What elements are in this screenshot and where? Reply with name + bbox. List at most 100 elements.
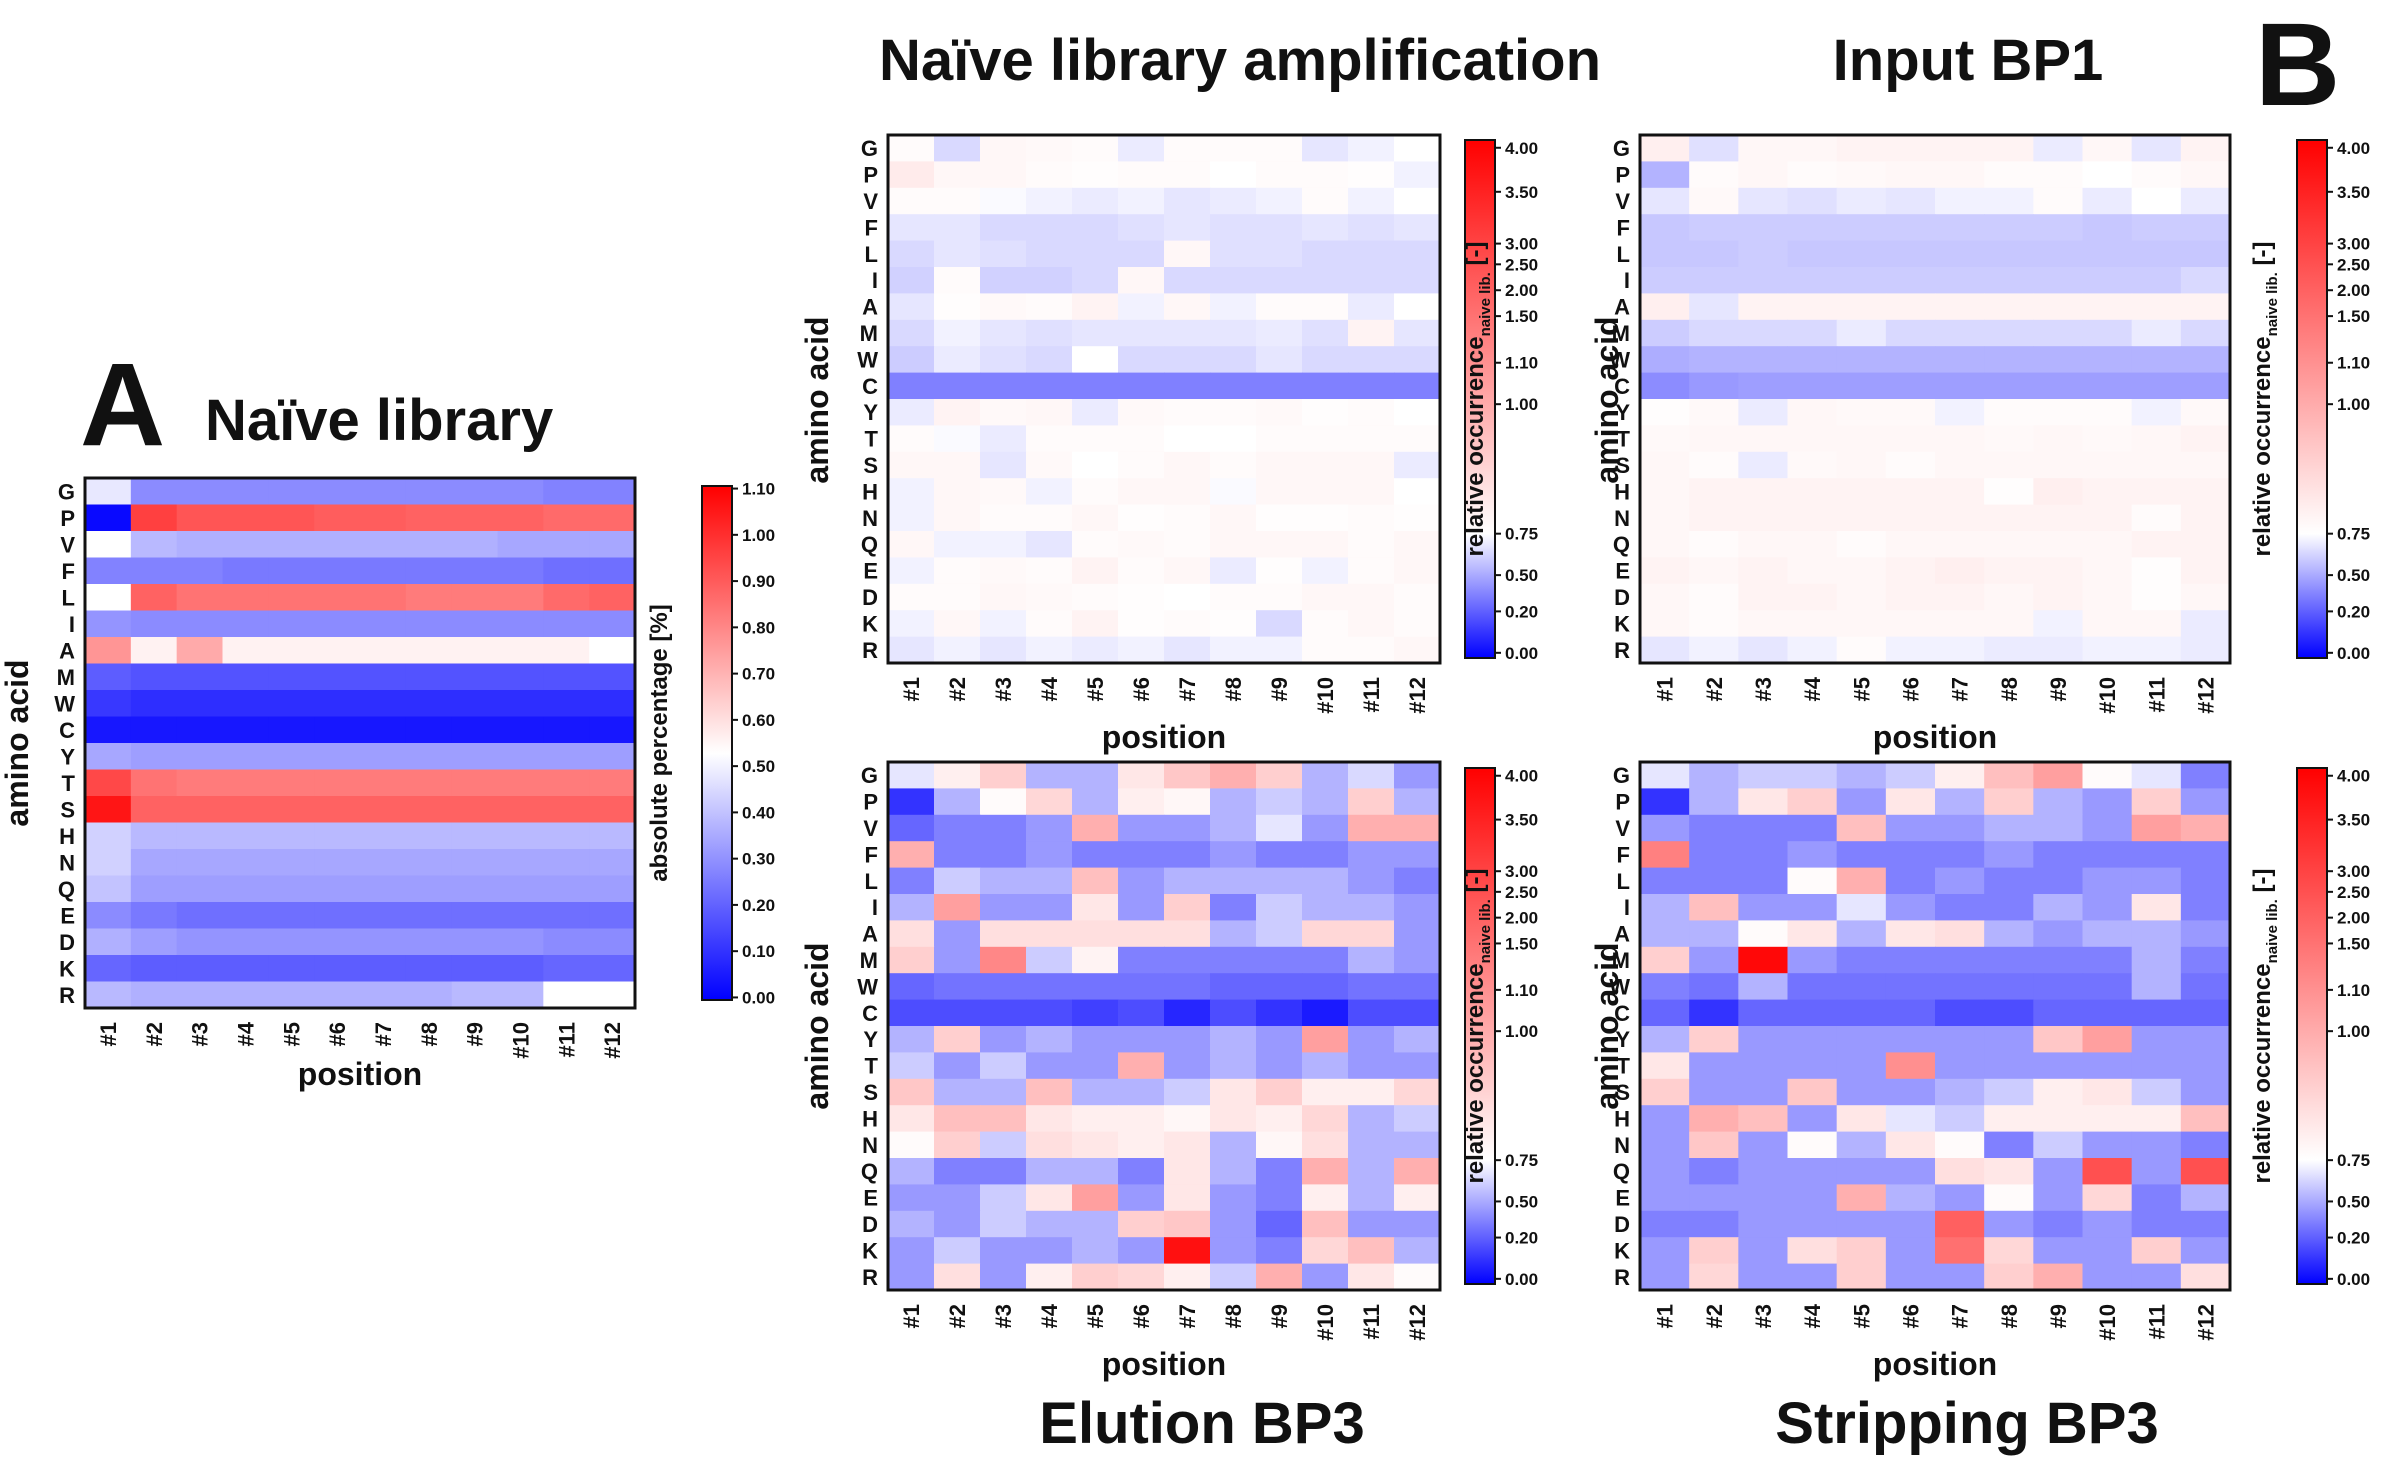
y-tick-label: Y bbox=[60, 744, 75, 769]
heatmap-cell bbox=[888, 214, 935, 242]
colorbar-label-subscript: naive lib. bbox=[2264, 272, 2281, 336]
heatmap-cell bbox=[1787, 583, 1838, 611]
heatmap-cell bbox=[1935, 135, 1985, 162]
heatmap-cell bbox=[2033, 1263, 2084, 1291]
heatmap-cell bbox=[1689, 894, 1739, 921]
x-tick-label: #8 bbox=[1997, 677, 2022, 701]
heatmap-cell bbox=[1164, 1131, 1211, 1159]
heatmap-cell bbox=[1738, 293, 1789, 321]
heatmap-cell bbox=[222, 663, 269, 691]
heatmap-cell bbox=[1787, 425, 1838, 453]
heatmap-cell bbox=[314, 769, 361, 797]
heatmap-cell bbox=[314, 875, 361, 903]
heatmap-cell bbox=[1302, 214, 1349, 242]
y-tick-label: H bbox=[862, 1106, 878, 1131]
heatmap-cell bbox=[2180, 1131, 2231, 1159]
heatmap-cell bbox=[1348, 788, 1395, 816]
heatmap-cell bbox=[1118, 867, 1165, 895]
y-tick-label: C bbox=[862, 1001, 878, 1026]
colorbar-label-unit: [-] bbox=[1462, 242, 1489, 273]
heatmap-cell bbox=[1256, 946, 1303, 974]
heatmap-cell bbox=[543, 955, 590, 983]
heatmap-cell bbox=[2180, 1158, 2231, 1185]
x-tick-label: #9 bbox=[463, 1022, 488, 1046]
heatmap-cell bbox=[1984, 1078, 2034, 1106]
heatmap-cell bbox=[1787, 841, 1838, 869]
heatmap-cell bbox=[1787, 557, 1838, 585]
heatmap-cell bbox=[1026, 894, 1073, 921]
heatmap-cell bbox=[1072, 814, 1119, 842]
heatmap-cell bbox=[888, 372, 935, 400]
heatmap-cell bbox=[1072, 214, 1119, 242]
heatmap-cell bbox=[2082, 1052, 2133, 1080]
heatmap-cell bbox=[1256, 557, 1303, 585]
x-tick-label: #1 bbox=[96, 1022, 121, 1046]
heatmap-cell bbox=[1787, 1105, 1838, 1133]
colorbar-label: relative occurrencenaive lib. [-] bbox=[2249, 242, 2281, 557]
heatmap-cell bbox=[543, 637, 590, 665]
heatmap-cell bbox=[1836, 920, 1887, 948]
heatmap-cell bbox=[130, 478, 178, 506]
colorbar-label-main: relative occurrence bbox=[1462, 336, 1489, 556]
heatmap-cell bbox=[1256, 610, 1303, 638]
heatmap-cell bbox=[1738, 1078, 1789, 1106]
heatmap-cell bbox=[1836, 557, 1887, 585]
heatmap-cell bbox=[1689, 1210, 1739, 1238]
heatmap-cell bbox=[1302, 1184, 1349, 1212]
heatmap-cell bbox=[1787, 267, 1838, 294]
x-tick-label: #5 bbox=[1083, 1304, 1108, 1328]
heatmap-cell bbox=[2131, 583, 2182, 611]
heatmap-cell bbox=[1164, 788, 1211, 816]
heatmap-cell bbox=[1836, 214, 1887, 242]
heatmap-cell bbox=[2131, 557, 2182, 585]
heatmap-cell bbox=[176, 955, 224, 983]
heatmap-cell bbox=[2180, 399, 2231, 426]
heatmap-cell bbox=[1164, 1263, 1211, 1291]
heatmap-cell bbox=[2180, 920, 2231, 948]
heatmap-cell bbox=[543, 690, 590, 718]
heatmap-cell bbox=[1836, 372, 1887, 400]
heatmap-cell bbox=[1984, 1105, 2034, 1133]
heatmap-cell bbox=[1787, 531, 1838, 558]
heatmap-cell bbox=[1787, 372, 1838, 400]
heatmap-cell bbox=[1026, 504, 1073, 532]
heatmap-cell bbox=[543, 531, 590, 559]
heatmap-cell bbox=[451, 531, 499, 559]
heatmap-cell bbox=[1072, 504, 1119, 532]
heatmap-cell bbox=[934, 504, 981, 532]
heatmap-cell bbox=[1984, 841, 2034, 869]
heatmap-cell bbox=[589, 849, 636, 877]
heatmap-cell bbox=[1787, 1131, 1838, 1159]
heatmap-cell bbox=[360, 504, 407, 532]
y-tick-label: F bbox=[1617, 215, 1630, 240]
heatmap-cell bbox=[2082, 867, 2133, 895]
heatmap-cell bbox=[1118, 531, 1165, 558]
heatmap-cell bbox=[1164, 973, 1211, 1001]
heatmap-cell bbox=[1302, 1078, 1349, 1106]
colorbar-tick-label: 0.75 bbox=[2337, 525, 2370, 544]
heatmap-cell bbox=[1738, 346, 1789, 374]
heatmap-cell bbox=[1348, 399, 1395, 426]
heatmap-cell bbox=[360, 796, 407, 824]
heatmap-cell bbox=[2082, 1026, 2133, 1053]
heatmap-cell bbox=[934, 1184, 981, 1212]
heatmap-cell bbox=[1348, 1105, 1395, 1133]
heatmap-cell bbox=[2180, 425, 2231, 453]
heatmap-cell bbox=[934, 319, 981, 347]
heatmap-cell bbox=[1984, 867, 2034, 895]
heatmap-cell bbox=[1256, 1237, 1303, 1265]
colorbar bbox=[701, 485, 733, 1001]
heatmap-cell bbox=[497, 743, 544, 771]
heatmap-cell bbox=[1164, 161, 1211, 189]
y-tick-label: S bbox=[863, 1080, 878, 1105]
heatmap-cell bbox=[1118, 1105, 1165, 1133]
heatmap-cell bbox=[268, 637, 315, 665]
heatmap-cell bbox=[1394, 214, 1441, 242]
heatmap-cell bbox=[589, 822, 636, 850]
heatmap-cell bbox=[1984, 478, 2034, 506]
heatmap-cell bbox=[1072, 187, 1119, 215]
heatmap-cell bbox=[451, 478, 499, 506]
heatmap-cell bbox=[934, 214, 981, 242]
heatmap-cell bbox=[268, 981, 315, 1009]
heatmap-cell bbox=[2033, 214, 2084, 242]
